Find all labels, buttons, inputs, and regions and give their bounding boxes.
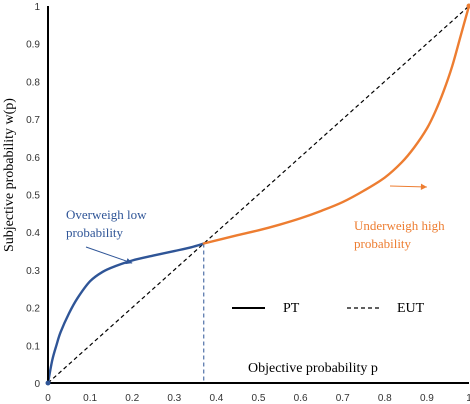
end-marker xyxy=(466,3,470,9)
y-tick-label: 0.2 xyxy=(26,304,40,315)
annotations: Overweigh low probability Underweigh high p… xyxy=(45,3,470,386)
x-tick-label: 0.9 xyxy=(420,393,434,404)
x-tick-label: 1 xyxy=(466,393,470,404)
legend-eut-label: EUT xyxy=(397,301,425,316)
y-tick-label: 0 xyxy=(34,379,40,390)
y-tick-label: 0.8 xyxy=(26,77,40,88)
x-tick-label: 0 xyxy=(45,393,51,404)
y-tick-label: 0.6 xyxy=(26,153,40,164)
legend: PT EUT xyxy=(232,301,425,316)
y-tick-label: 0.3 xyxy=(26,266,40,277)
x-axis-title: Objective probability p xyxy=(248,361,378,376)
x-tick-label: 0.7 xyxy=(336,393,350,404)
annotation-arrow-shaft xyxy=(85,246,133,264)
x-tick-label: 0.8 xyxy=(378,393,392,404)
y-tick-label: 0.7 xyxy=(26,115,40,126)
pt-series-high-segment xyxy=(202,4,470,245)
y-axis-title: Subjective probability w(p) xyxy=(2,98,17,252)
y-tick-label: 0.4 xyxy=(26,228,40,239)
y-tick-label: 0.1 xyxy=(26,341,40,352)
legend-pt-label: PT xyxy=(283,301,300,316)
x-tick-label: 0.2 xyxy=(125,393,139,404)
y-tick-label: 0.9 xyxy=(26,40,40,51)
x-tick-label: 0.1 xyxy=(83,393,97,404)
tick-labels: 0 0.1 0.2 0.3 0.4 0.5 0.6 0.7 0.8 0.9 1 0 0.1 0.2 0.3 0… xyxy=(26,2,470,404)
origin-marker xyxy=(45,380,51,386)
pt-series-low-segment xyxy=(46,242,205,385)
x-tick-label: 0.5 xyxy=(252,393,266,404)
annotation-underweigh-high: Underweigh high probability xyxy=(354,218,445,251)
axes xyxy=(47,6,469,384)
series-lines xyxy=(46,4,470,385)
annotation-arrow-head xyxy=(125,258,133,265)
annotation-arrow-head xyxy=(420,183,427,191)
annotation-overweigh-low: Overweigh low probability xyxy=(66,207,147,240)
x-tick-label: 0.3 xyxy=(167,393,181,404)
x-tick-label: 0.6 xyxy=(294,393,308,404)
y-tick-label: 0.5 xyxy=(26,191,40,202)
eut-series-line xyxy=(47,5,470,384)
y-tick-label: 1 xyxy=(34,2,40,13)
annotation-arrow-shaft xyxy=(389,185,427,188)
x-tick-label: 0.4 xyxy=(209,393,223,404)
